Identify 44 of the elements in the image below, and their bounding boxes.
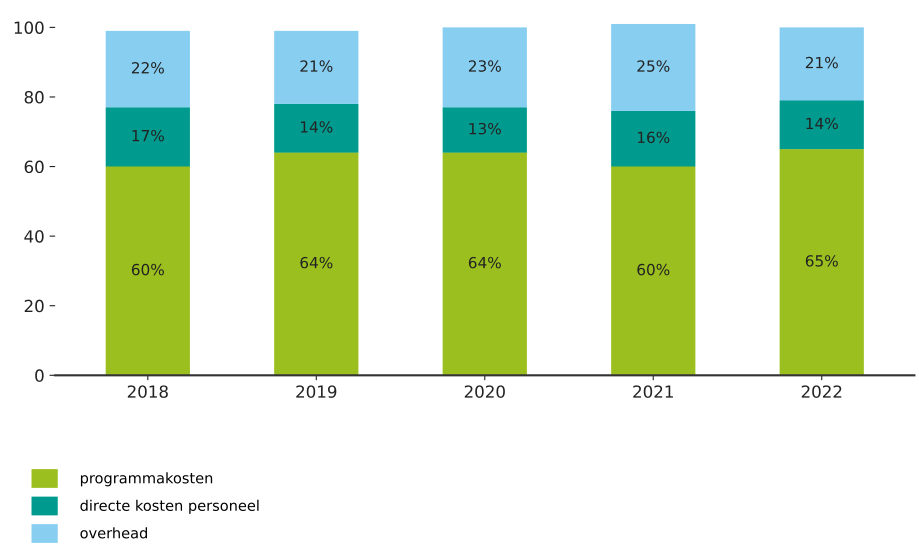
data-label: 13% [469, 122, 501, 134]
data-label: 65% [806, 255, 838, 267]
bar [442, 152, 527, 376]
bar [274, 152, 358, 376]
data-label: 14% [806, 118, 838, 130]
data-label: 14% [300, 121, 332, 133]
data-label: 22% [132, 62, 164, 74]
x-tick-label: 2019 [296, 385, 336, 398]
x-tick-label: 2022 [802, 385, 842, 398]
x-tick-label: 2020 [464, 385, 505, 398]
y-tick-label: 80 [24, 90, 44, 104]
x-tick-label: 2018 [128, 385, 168, 398]
data-label: 16% [638, 132, 670, 144]
data-label: 64% [468, 256, 501, 268]
legend-label: directe kosten personeel [80, 500, 259, 514]
x-tick-label: 2021 [633, 385, 673, 398]
bar [780, 100, 864, 150]
bar [106, 107, 190, 167]
data-label: 60% [637, 264, 670, 276]
y-tick-label: 60 [24, 160, 44, 174]
y-tick-label: 20 [24, 300, 44, 312]
y-tick-label: 40 [24, 230, 44, 243]
bar [442, 107, 527, 153]
bar [780, 27, 864, 100]
data-label: 21% [806, 56, 838, 68]
y-tick-label: 0 [35, 369, 44, 382]
bar [274, 30, 358, 104]
data-label: 23% [468, 60, 501, 72]
data-label: 21% [300, 60, 332, 72]
data-label: 60% [132, 264, 164, 276]
bar [106, 30, 190, 108]
data-label: 64% [300, 256, 332, 268]
legend-label: overhead [80, 527, 147, 538]
bar [611, 24, 696, 111]
data-label: 17% [132, 130, 164, 142]
y-tick-label: 100 [14, 21, 44, 34]
data-label: 25% [637, 60, 670, 72]
bar [780, 149, 864, 376]
bar [106, 166, 190, 376]
bar [274, 104, 358, 153]
bar [611, 166, 696, 376]
legend-label: programmakosten [80, 472, 212, 486]
bar [611, 110, 696, 167]
bar [442, 27, 527, 108]
